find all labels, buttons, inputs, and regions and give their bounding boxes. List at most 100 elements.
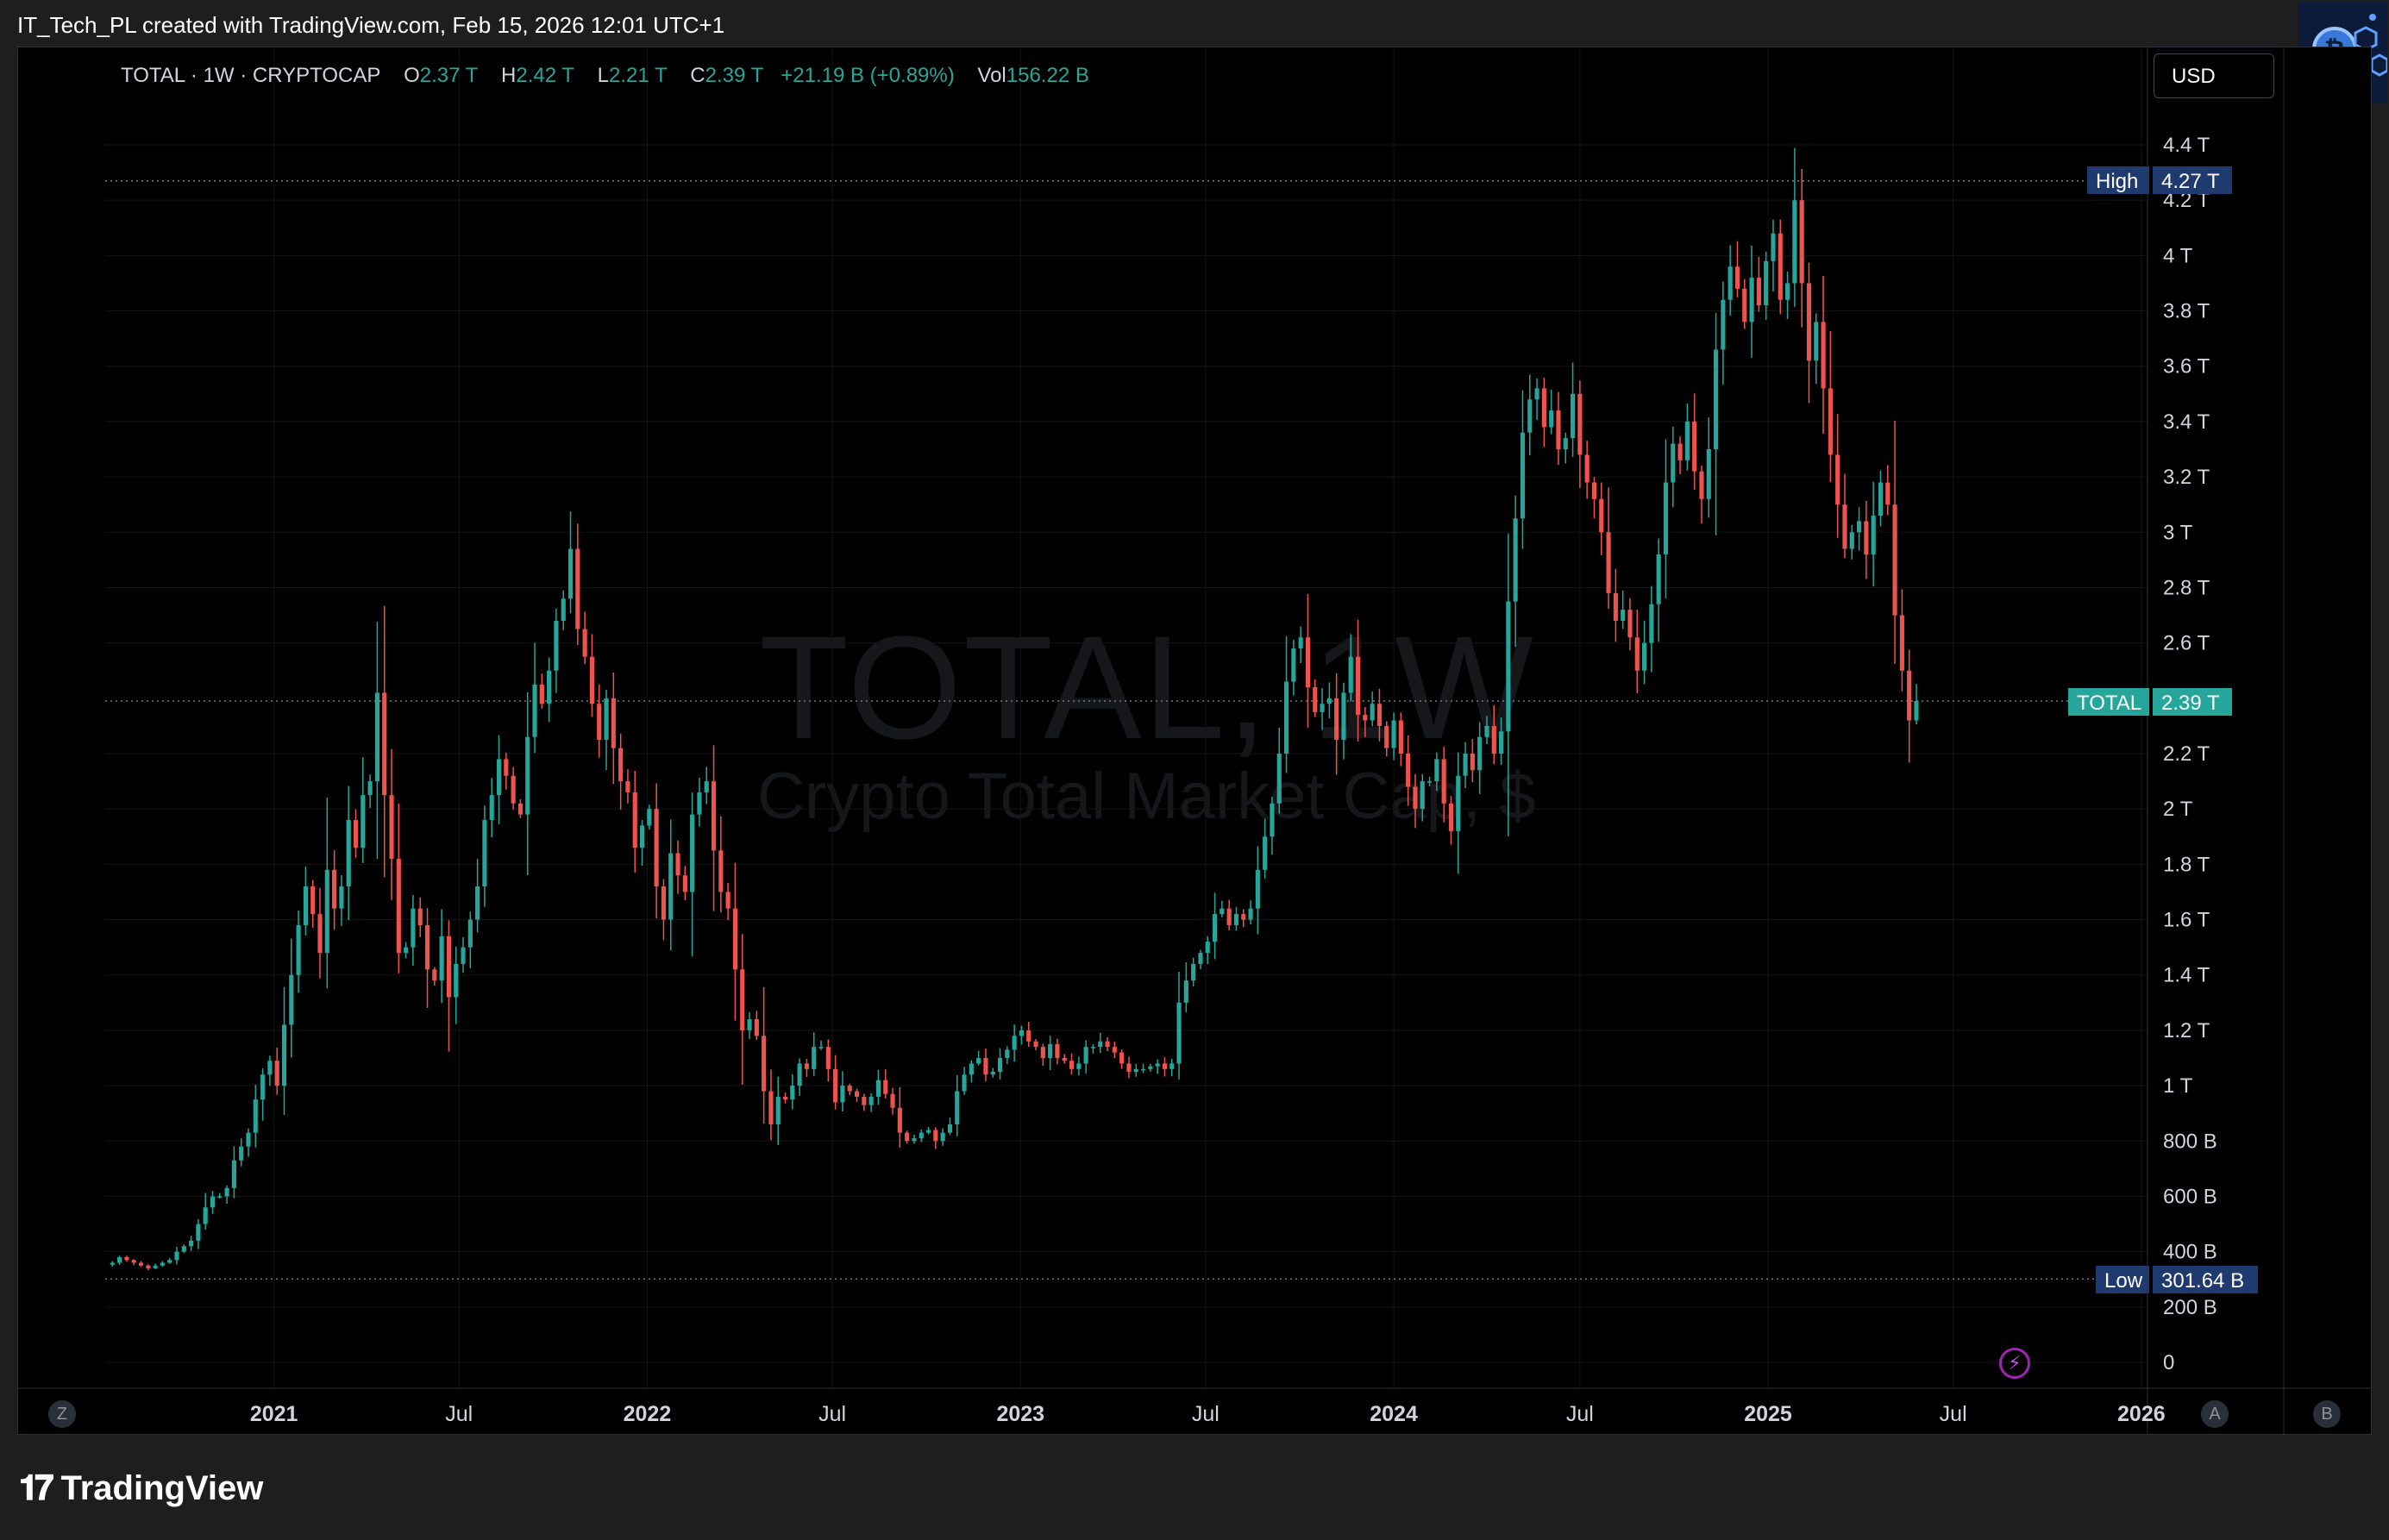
candle-body (933, 1130, 938, 1142)
candle-body (1176, 1002, 1182, 1064)
candle-body (955, 1091, 960, 1125)
footer-brand: TradingView (60, 1469, 264, 1507)
y-tick-label: 4.4 T (2163, 134, 2210, 157)
y-tick-label: 1.4 T (2163, 964, 2210, 987)
low-label-tag: Low (2096, 1266, 2149, 1293)
candle-body (1248, 908, 1253, 920)
candle-body (1083, 1047, 1088, 1064)
candle-body (467, 919, 473, 948)
candle-body (1205, 942, 1210, 954)
candle-body (1320, 704, 1325, 712)
candle-body (682, 875, 687, 892)
candle-body (661, 886, 666, 920)
low-value-tag: 301.64 B (2153, 1266, 2258, 1293)
candle-body (396, 858, 401, 954)
candle-body (1334, 698, 1339, 740)
candle-body (1835, 454, 1840, 505)
candle-body (597, 704, 602, 740)
candle-body (847, 1086, 852, 1092)
candle-body (1792, 200, 1797, 284)
high-label-tag: High (2087, 166, 2149, 194)
candle-body (1055, 1043, 1060, 1058)
candle-body (210, 1196, 216, 1208)
candle-body (181, 1246, 186, 1252)
y-tick-label: 1.6 T (2163, 909, 2210, 932)
candle-body (618, 748, 624, 782)
candle-body (160, 1262, 165, 1266)
candle-body (690, 814, 695, 892)
candle-body (990, 1072, 995, 1075)
candle-body (1563, 438, 1568, 449)
candle-body (1140, 1068, 1146, 1071)
candle-body (411, 908, 416, 948)
candle-body (539, 684, 544, 704)
candle-body (231, 1160, 236, 1188)
candle-body (1549, 410, 1554, 428)
candle-body (1541, 388, 1546, 428)
candle-body (604, 698, 609, 740)
candle-body (361, 795, 366, 848)
candle-body (1778, 233, 1783, 300)
candle-body (962, 1074, 967, 1092)
candle-body (367, 781, 373, 796)
candle-body (825, 1047, 831, 1069)
candle-body (983, 1058, 988, 1075)
candle-body (1871, 516, 1876, 554)
candle-body (1448, 803, 1454, 831)
legend-open-label: O (404, 64, 420, 87)
candle-body (697, 792, 702, 815)
currency-button[interactable]: USD (2154, 53, 2274, 98)
legend-vol-label: Vol (977, 64, 1006, 87)
log-scale-button[interactable]: B (2313, 1400, 2341, 1428)
candle-body (1656, 554, 1661, 604)
candle-body (525, 736, 530, 815)
candle-body (575, 548, 580, 629)
candle-body (1313, 686, 1318, 712)
x-tick-label: 2024 (1370, 1402, 1418, 1426)
candle-body (339, 886, 344, 909)
candle-body (747, 1019, 752, 1030)
candle-body (1263, 836, 1268, 870)
candle-body (1220, 908, 1225, 915)
y-tick-label: 3.8 T (2163, 300, 2210, 323)
candle-body (1520, 432, 1526, 519)
reset-zoom-button[interactable]: Z (48, 1400, 76, 1428)
legend-symbol: TOTAL · 1W · CRYPTOCAP (121, 64, 381, 87)
candle-body (997, 1058, 1003, 1073)
x-tick-label: Jul (1566, 1402, 1594, 1426)
auto-scale-button[interactable]: A (2201, 1400, 2229, 1428)
candle-body (504, 759, 509, 776)
candle-body (1677, 443, 1683, 460)
candle-body (1341, 692, 1346, 740)
high-value-tag: 4.27 T (2153, 166, 2232, 194)
chart-area[interactable] (17, 47, 2372, 1435)
tradingview-logo: 𝟏𝟕 TradingView (19, 1469, 264, 1507)
candle-body (1406, 754, 1411, 787)
candle-body (762, 1036, 767, 1092)
candle-body (389, 795, 394, 859)
y-tick-label: 3 T (2163, 521, 2193, 544)
candle-body (1276, 754, 1282, 804)
candle-body (1413, 786, 1418, 810)
legend-low: 2.21 T (609, 64, 668, 87)
candle-body (189, 1240, 194, 1247)
candle-body (1806, 283, 1812, 361)
candle-body (517, 803, 523, 815)
lightning-icon[interactable]: ⚡ (1999, 1348, 2030, 1379)
candle-body (424, 924, 430, 970)
candle-body (1899, 615, 1904, 671)
candle-body (446, 936, 451, 998)
y-tick-label: 2.8 T (2163, 576, 2210, 599)
candle-body (1599, 498, 1604, 533)
candle-body (897, 1107, 902, 1133)
candle-body (274, 1061, 279, 1086)
candle-body (1148, 1066, 1153, 1069)
candle-body (404, 947, 409, 954)
legend-high: 2.42 T (516, 64, 574, 87)
candle-body (1814, 322, 1819, 361)
candle-body (439, 936, 444, 981)
candle-body (1434, 759, 1439, 782)
y-tick-label: 3.4 T (2163, 410, 2210, 434)
candle-body (432, 969, 437, 981)
